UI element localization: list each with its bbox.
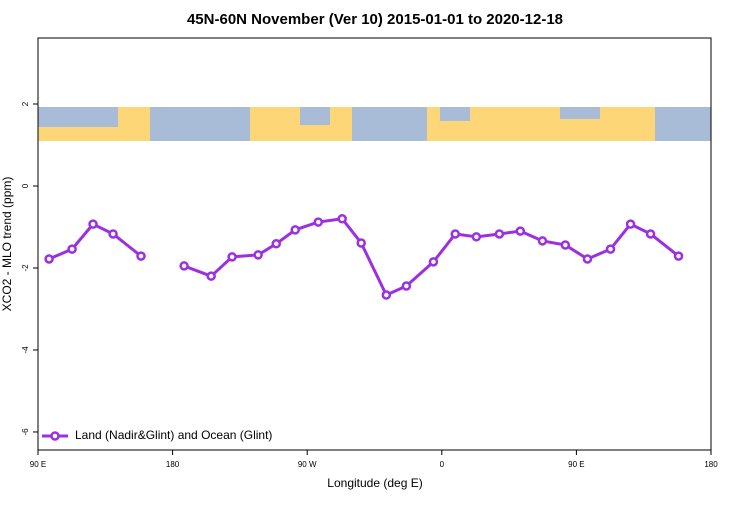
point — [645, 229, 656, 239]
point — [290, 225, 300, 235]
x-tick-label: 180 — [166, 460, 180, 469]
chart-title: 45N-60N November (Ver 10) 2015-01-01 to … — [187, 11, 563, 28]
x-tick-label: 90 W — [298, 460, 317, 469]
map-strip — [38, 107, 711, 141]
point — [227, 252, 237, 262]
point — [428, 257, 439, 267]
y-tick-label: 2 — [21, 101, 30, 106]
point — [673, 251, 684, 261]
point — [494, 229, 505, 239]
y-axis-label: XCO2 - MLO trend (ppm) — [0, 177, 14, 312]
point — [625, 219, 636, 229]
point — [179, 261, 189, 271]
point — [313, 217, 324, 227]
x-axis-label: Longitude (deg E) — [327, 476, 422, 490]
point — [253, 250, 263, 260]
point — [537, 236, 548, 246]
legend-label: Land (Nadir&Glint) and Ocean (Glint) — [75, 428, 272, 442]
x-tick-label: 180 — [704, 460, 718, 469]
point — [605, 244, 616, 254]
y-tick-label: -6 — [21, 428, 30, 436]
point — [136, 251, 146, 261]
point — [401, 281, 412, 291]
legend-marker — [50, 431, 60, 441]
point — [582, 254, 593, 264]
point — [206, 271, 216, 281]
point — [108, 229, 118, 239]
point — [337, 214, 347, 224]
point — [450, 229, 461, 239]
y-tick-label: 0 — [21, 183, 30, 188]
point — [67, 244, 77, 254]
point — [515, 226, 526, 236]
point — [471, 232, 482, 242]
x-tick-label: 90 E — [568, 460, 584, 469]
plot-frame — [37, 37, 712, 451]
point — [271, 239, 281, 249]
x-tick-label: 90 E — [30, 460, 46, 469]
point — [88, 219, 98, 229]
x-tick-label: 0 — [440, 460, 445, 469]
point — [44, 254, 54, 264]
point — [560, 240, 571, 250]
y-tick-label: -2 — [21, 264, 30, 272]
y-tick-label: -4 — [21, 346, 30, 354]
point — [356, 238, 366, 248]
point — [381, 290, 392, 300]
